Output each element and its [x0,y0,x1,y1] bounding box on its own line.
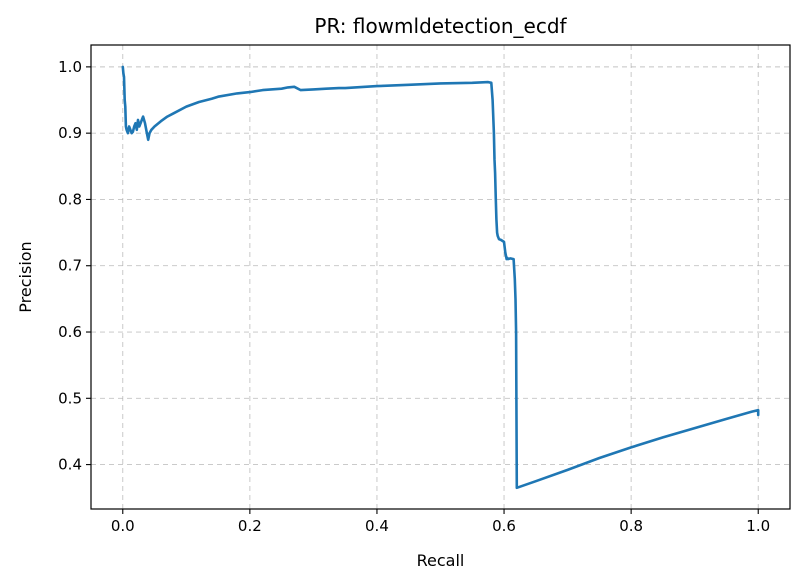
grid-lines [91,45,790,509]
x-tick-label: 0.4 [365,517,389,535]
y-tick-label: 0.7 [58,257,82,275]
y-tick-label: 0.8 [58,190,82,208]
pr-curve [121,65,760,490]
plot-area-frame [90,44,791,510]
x-tick-label: 0.8 [619,517,643,535]
x-tick-label: 1.0 [746,517,770,535]
x-axis-label: Recall [417,551,465,570]
y-tick-label: 0.9 [58,124,82,142]
y-tick-label: 0.5 [58,389,82,407]
x-tick-label: 0.2 [238,517,262,535]
axis-ticks: 0.0 0.2 0.4 0.6 0.8 1.0 0.4 0.5 0.6 0.7 0.8 0.9 1.0 [58,58,770,535]
y-tick-label: 1.0 [58,58,82,76]
x-tick-label: 0.0 [111,517,135,535]
chart-title: PR: flowmldetection_ecdf [314,14,567,38]
y-axis-label: Precision [16,241,35,312]
y-tick-label: 0.4 [58,456,82,474]
series-line [121,65,760,490]
x-tick-label: 0.6 [492,517,516,535]
y-tick-label: 0.6 [58,323,82,341]
